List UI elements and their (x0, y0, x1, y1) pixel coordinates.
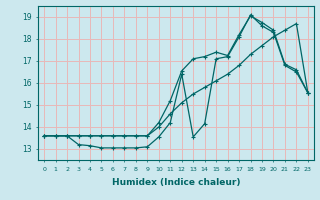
X-axis label: Humidex (Indice chaleur): Humidex (Indice chaleur) (112, 178, 240, 186)
